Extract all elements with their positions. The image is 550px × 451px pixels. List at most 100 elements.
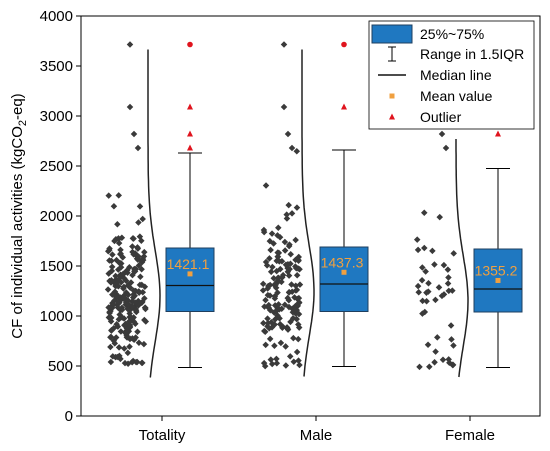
scatter-point bbox=[440, 261, 448, 269]
scatter-point bbox=[118, 306, 126, 314]
scatter-point bbox=[136, 203, 144, 210]
scatter-point bbox=[439, 356, 447, 364]
outlier-triangle bbox=[187, 144, 193, 151]
scatter-point bbox=[438, 292, 446, 300]
legend-label: Mean value bbox=[420, 88, 493, 104]
scatter-point bbox=[107, 358, 115, 366]
scatter-point bbox=[421, 244, 428, 252]
scatter-point bbox=[283, 215, 291, 222]
scatter-point bbox=[141, 248, 148, 256]
scatter-point bbox=[450, 250, 457, 257]
scatter-point bbox=[278, 258, 286, 265]
scatter-point bbox=[429, 247, 436, 255]
scatter-point bbox=[106, 277, 113, 285]
scatter-point bbox=[434, 334, 441, 341]
scatter-point bbox=[129, 248, 136, 256]
scatter-point bbox=[142, 305, 149, 313]
scatter-point bbox=[296, 281, 304, 288]
scatter-point bbox=[263, 262, 271, 269]
scatter-point bbox=[285, 272, 293, 279]
distribution-curve bbox=[301, 49, 315, 377]
scatter-point bbox=[423, 289, 430, 296]
scatter-point bbox=[442, 144, 450, 152]
scatter-point bbox=[448, 336, 455, 343]
scatter-point bbox=[450, 342, 457, 349]
scatter-point bbox=[438, 130, 446, 138]
scatter-point bbox=[419, 264, 426, 271]
scatter-point bbox=[432, 296, 439, 304]
mean-value-label: 1437.3 bbox=[321, 254, 364, 270]
scatter-point bbox=[436, 213, 443, 221]
legend-label: Median line bbox=[420, 67, 492, 83]
scatter-point bbox=[296, 361, 303, 369]
scatter-point bbox=[138, 359, 146, 367]
scatter-point bbox=[287, 250, 294, 258]
scatter-point bbox=[276, 315, 283, 322]
scatter-point bbox=[266, 255, 273, 262]
scatter-point bbox=[106, 309, 113, 317]
scatter-point bbox=[432, 348, 439, 355]
scatter-point bbox=[275, 274, 282, 282]
scatter-point bbox=[421, 209, 428, 216]
scatter-point bbox=[293, 204, 301, 211]
scatter-point bbox=[134, 256, 142, 263]
scatter-point bbox=[424, 341, 432, 349]
scatter-point bbox=[126, 103, 134, 111]
scatter-point bbox=[264, 315, 271, 322]
mean-marker bbox=[341, 269, 347, 275]
scatter-point bbox=[293, 315, 300, 323]
iqr-box bbox=[165, 247, 215, 312]
scatter-point bbox=[262, 341, 269, 349]
scatter-point bbox=[130, 287, 138, 294]
scatter-point bbox=[106, 246, 113, 254]
scatter-point bbox=[293, 271, 301, 279]
scatter-point bbox=[267, 356, 275, 363]
scatter-point bbox=[416, 363, 423, 371]
scatter-point bbox=[129, 243, 136, 250]
scatter-point bbox=[423, 297, 430, 305]
scatter-point bbox=[422, 268, 429, 275]
scatter-point bbox=[293, 148, 301, 155]
x-axis-ticks: Totality Male Female bbox=[139, 416, 495, 444]
scatter-point bbox=[284, 294, 291, 302]
y-axis-ticks: 0 500 1000 1500 2000 2500 3000 3500 4000 bbox=[40, 8, 81, 425]
scatter-point bbox=[273, 267, 280, 275]
scatter-point bbox=[444, 280, 452, 287]
scatter-point bbox=[295, 294, 303, 302]
scatter-point bbox=[281, 238, 289, 246]
y-axis-title: CF of individual activities (kgCO2-eq) bbox=[9, 93, 29, 338]
x-tick-label: Female bbox=[445, 427, 495, 444]
scatter-point bbox=[126, 41, 134, 48]
y-tick-label: 4000 bbox=[40, 8, 73, 25]
scatter-point bbox=[140, 340, 148, 348]
scatter-point bbox=[286, 353, 294, 360]
scatter-point bbox=[273, 359, 281, 367]
scatter-point bbox=[260, 226, 268, 234]
scatter-point bbox=[141, 283, 149, 291]
scatter-point bbox=[126, 263, 133, 271]
scatter-point bbox=[262, 296, 269, 304]
y-axis-title-tail: -eq) bbox=[9, 93, 26, 120]
scatter-point bbox=[284, 130, 292, 138]
group-male: 1437.3 bbox=[259, 41, 369, 377]
distribution-curve bbox=[147, 49, 161, 378]
scatter-point bbox=[107, 343, 114, 351]
scatter-point bbox=[139, 215, 146, 223]
outlier-triangle bbox=[187, 103, 193, 110]
scatter-point bbox=[425, 280, 432, 287]
scatter-point bbox=[275, 224, 282, 231]
scatter-point bbox=[139, 256, 147, 264]
legend-label: Outlier bbox=[420, 109, 462, 125]
scatter-point bbox=[288, 144, 296, 152]
scatter-point bbox=[141, 295, 148, 302]
y-tick-label: 1500 bbox=[40, 258, 73, 275]
scatter-point bbox=[131, 292, 139, 300]
scatter-point bbox=[272, 308, 280, 315]
mean-marker bbox=[187, 271, 193, 277]
distribution-curve bbox=[455, 139, 469, 378]
scatter-point bbox=[115, 316, 123, 323]
y-tick-label: 500 bbox=[48, 358, 73, 375]
mean-value-label: 1421.1 bbox=[167, 256, 210, 272]
scatter-point bbox=[283, 211, 290, 218]
